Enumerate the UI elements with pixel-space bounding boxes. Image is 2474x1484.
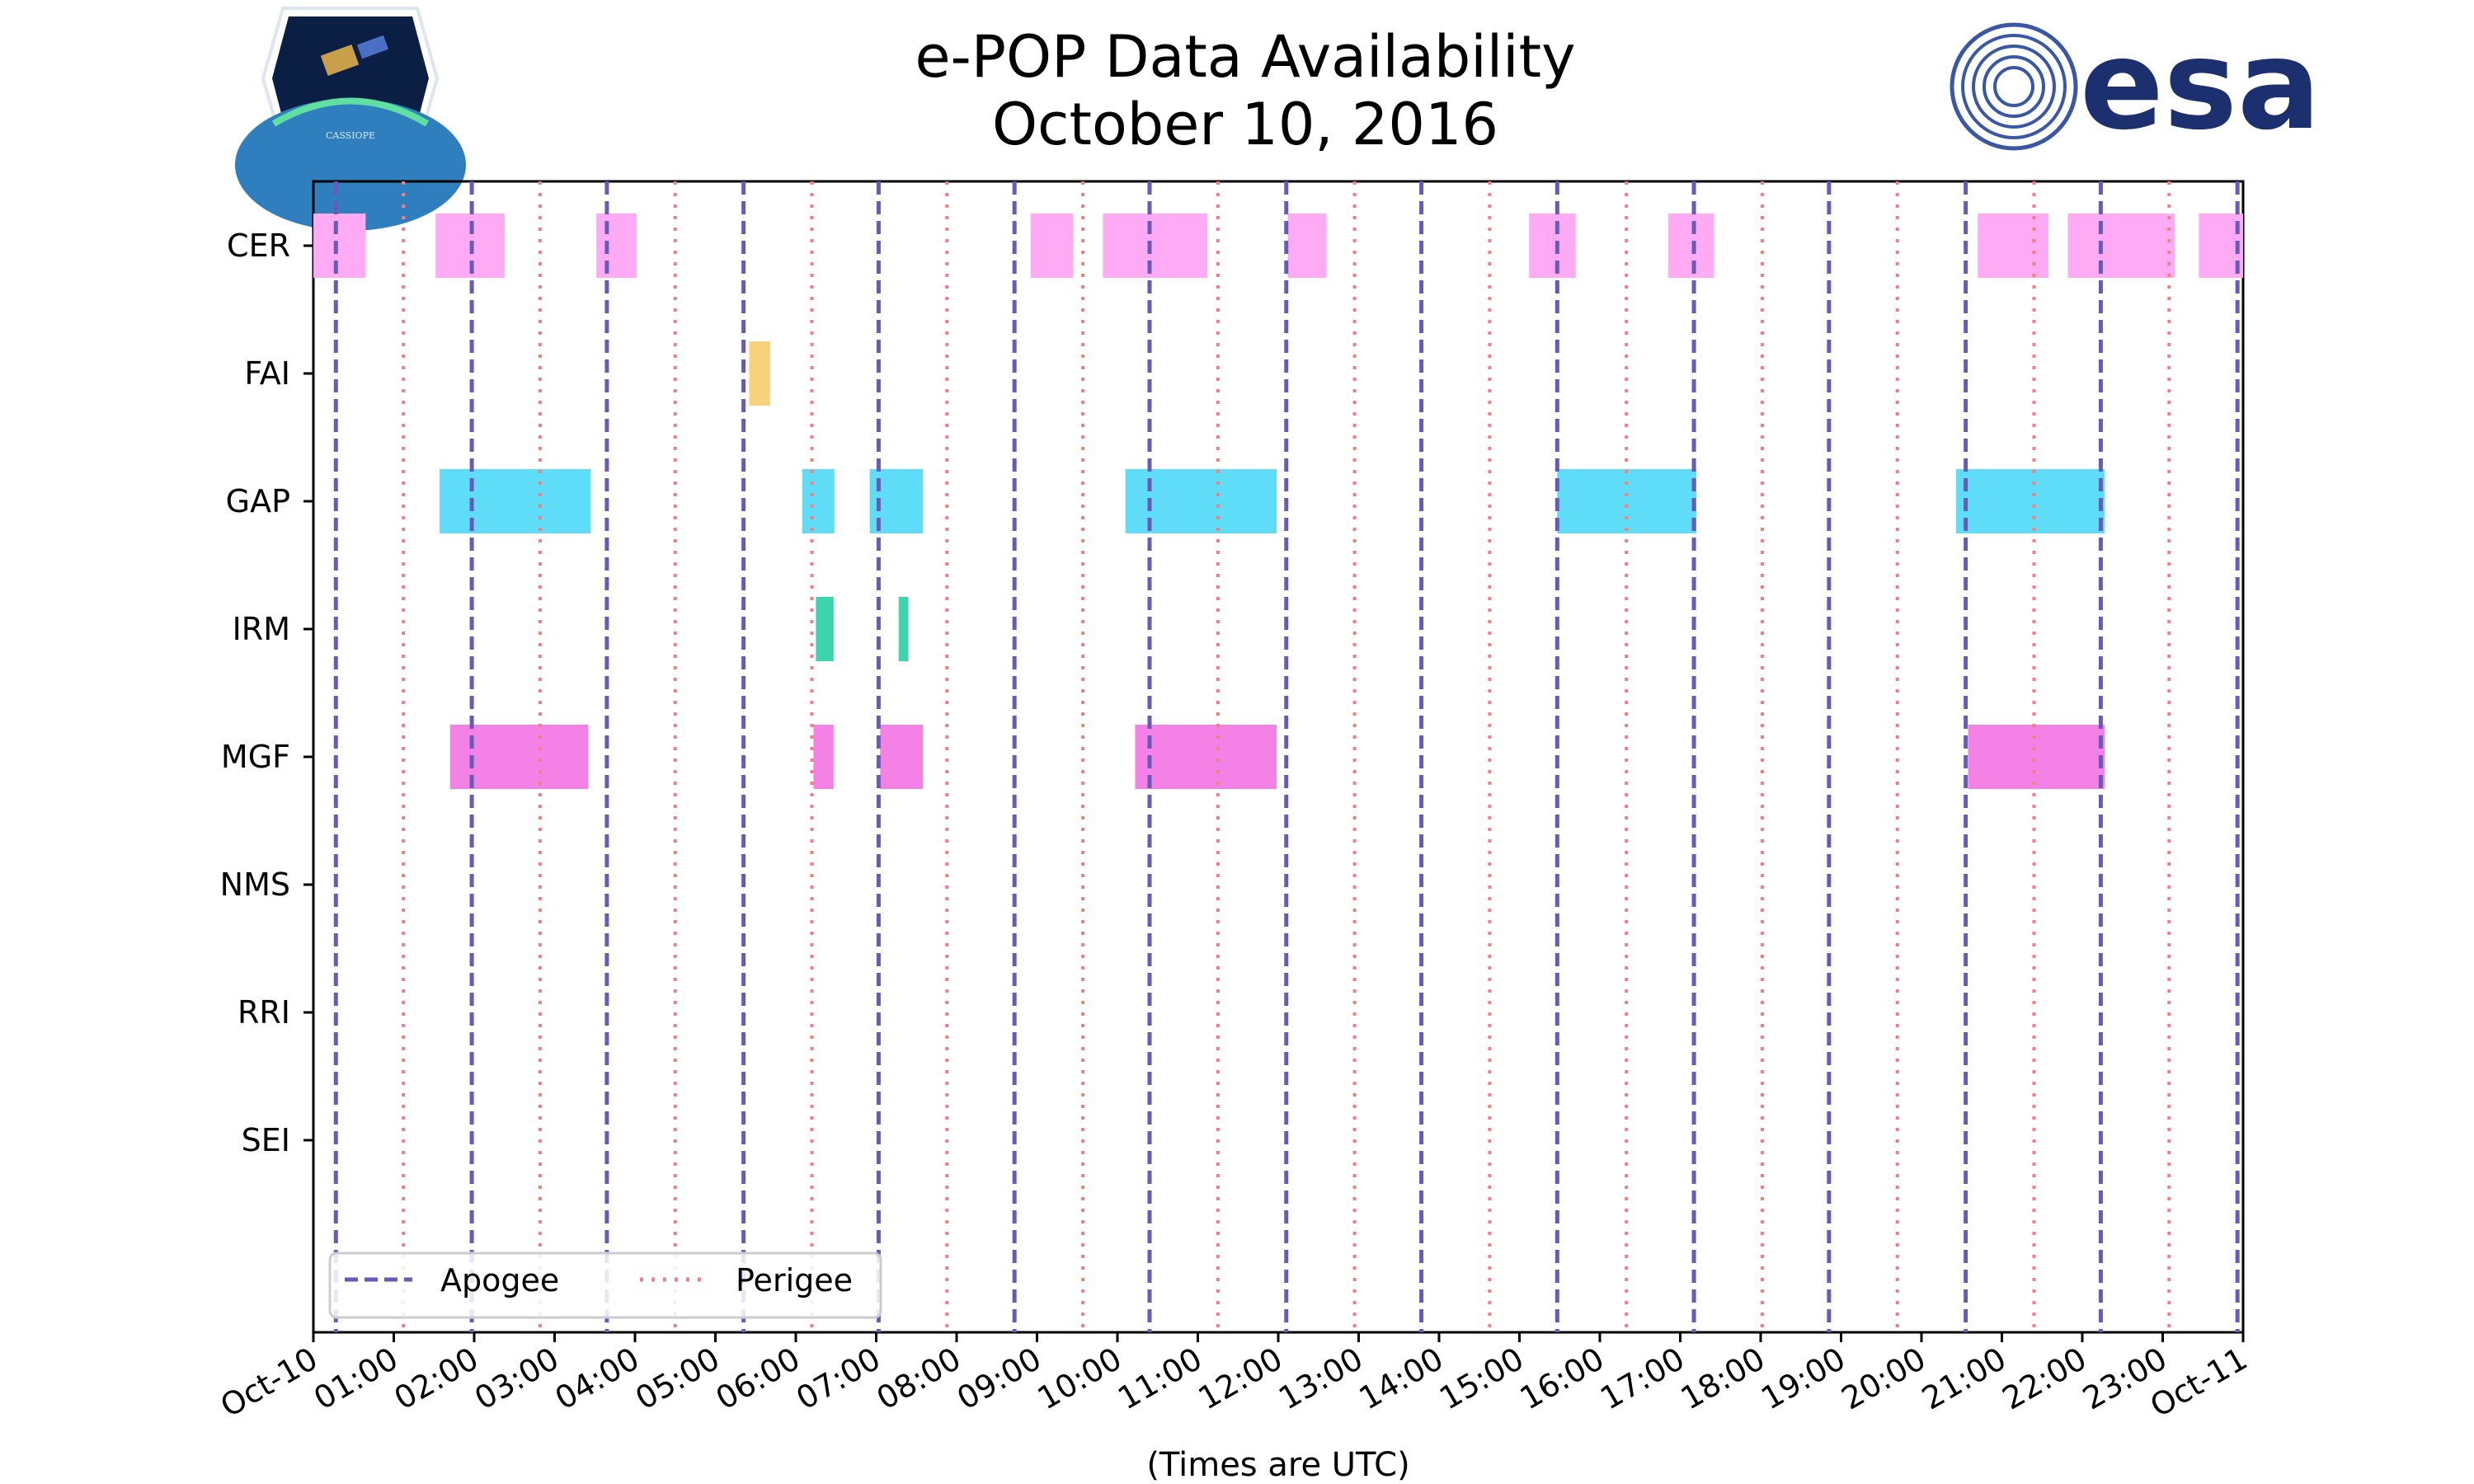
x-tick-label-9: 09:00 — [951, 1341, 1047, 1417]
x-tick-label-18: 18:00 — [1675, 1341, 1771, 1417]
bar-cer-0 — [313, 214, 366, 278]
bar-mgf-2 — [880, 725, 924, 789]
x-tick-label-20: 20:00 — [1836, 1341, 1932, 1417]
x-tick-label-10: 10:00 — [1032, 1341, 1128, 1417]
esa-wordmark: esa — [2080, 14, 2321, 157]
chart-subtitle: October 10, 2016 — [992, 91, 1498, 158]
bar-mgf-3 — [1135, 725, 1277, 789]
bar-cer-5 — [1287, 214, 1327, 278]
y-axis: CER FAI GAP IRM MGF NMS RRI SEI — [220, 228, 313, 1158]
bar-cer-2 — [596, 214, 637, 278]
y-tick-label-irm: IRM — [233, 611, 290, 647]
bar-mgf-1 — [813, 725, 834, 789]
bar-irm-0 — [816, 597, 834, 661]
availability-bars — [313, 214, 2243, 789]
x-tick-label-1: 01:00 — [308, 1341, 404, 1417]
bar-gap-0 — [440, 469, 591, 533]
bar-cer-4 — [1103, 214, 1208, 278]
bar-gap-5 — [1955, 469, 2105, 533]
x-tick-label-4: 04:00 — [549, 1341, 646, 1417]
x-tick-label-8: 08:00 — [871, 1341, 967, 1417]
x-axis: Oct-1001:0002:0003:0004:0005:0006:0007:0… — [214, 1332, 2254, 1425]
legend-perigee-label: Perigee — [736, 1262, 853, 1298]
x-tick-label-0: Oct-10 — [214, 1341, 324, 1425]
cassiope-caption: CASSIOPE — [326, 130, 375, 141]
bar-cer-8 — [1978, 214, 2049, 278]
x-tick-label-7: 07:00 — [790, 1341, 887, 1417]
x-tick-label-21: 21:00 — [1916, 1341, 2012, 1417]
x-tick-label-3: 03:00 — [468, 1341, 565, 1417]
x-tick-label-17: 17:00 — [1594, 1341, 1691, 1417]
bar-cer-9 — [2067, 214, 2175, 278]
y-tick-label-nms: NMS — [220, 866, 290, 903]
y-tick-label-cer: CER — [227, 228, 290, 264]
x-tick-label-12: 12:00 — [1192, 1341, 1289, 1417]
bar-fai-0 — [749, 341, 770, 406]
bar-cer-7 — [1667, 214, 1714, 278]
legend-apogee-label: Apogee — [440, 1262, 559, 1298]
x-tick-label-6: 06:00 — [710, 1341, 807, 1417]
x-tick-label-14: 14:00 — [1353, 1341, 1450, 1417]
bar-mgf-4 — [1968, 725, 2105, 789]
x-tick-label-15: 15:00 — [1433, 1341, 1530, 1417]
y-tick-label-mgf: MGF — [221, 739, 290, 775]
plot-area — [312, 180, 2245, 1334]
chart-title: e-POP Data Availability — [915, 23, 1575, 91]
esa-logo: esa — [1950, 14, 2321, 157]
bar-irm-1 — [898, 597, 909, 661]
x-tick-label-11: 11:00 — [1112, 1341, 1208, 1417]
legend: Apogee Perigee — [328, 1252, 882, 1319]
x-tick-label-22: 22:00 — [1997, 1341, 2093, 1417]
bar-gap-4 — [1557, 469, 1696, 533]
x-tick-label-19: 19:00 — [1755, 1341, 1851, 1417]
x-tick-label-5: 05:00 — [629, 1341, 726, 1417]
orbit-markers — [333, 181, 2240, 1332]
y-tick-label-fai: FAI — [244, 355, 290, 392]
x-tick-label-16: 16:00 — [1514, 1341, 1611, 1417]
bar-cer-3 — [1030, 214, 1074, 278]
x-axis-label: (Times are UTC) — [1146, 1446, 1409, 1484]
y-tick-label-gap: GAP — [226, 483, 290, 519]
x-tick-label-2: 02:00 — [388, 1341, 485, 1417]
bar-cer-6 — [1529, 214, 1576, 278]
x-tick-label-13: 13:00 — [1272, 1341, 1369, 1417]
cassiope-logo: CASSIOPE — [235, 7, 466, 231]
y-tick-label-rri: RRI — [238, 994, 290, 1031]
bar-gap-1 — [802, 469, 835, 533]
y-tick-label-sei: SEI — [242, 1122, 290, 1158]
